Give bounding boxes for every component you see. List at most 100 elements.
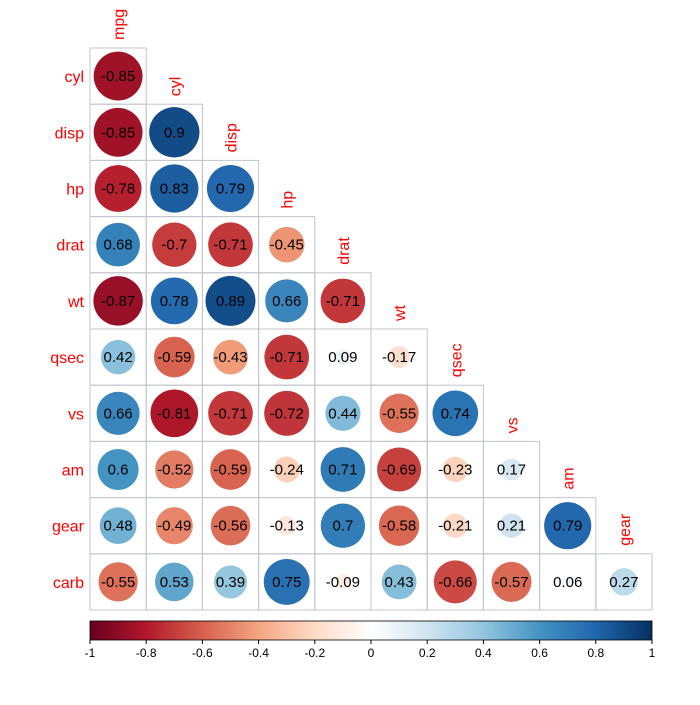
row-label: qsec [50,350,84,367]
correlation-circle [334,573,351,590]
grid-cell [595,553,653,611]
colorbar-tick-label: -1 [85,646,96,660]
correlation-value-label: -0.71 [270,349,304,366]
correlation-value-label: 0.48 [103,518,132,535]
correlation-value-label: -0.81 [157,405,191,422]
correlation-circle [213,339,248,375]
correlation-value-label: -0.24 [270,462,304,479]
correlation-value-label: 0.66 [103,405,132,422]
correlation-value-label: 0.66 [272,293,301,310]
correlation-circle [273,456,300,483]
correlation-value-label: -0.59 [157,349,191,366]
colorbar-tick-label: 0.6 [531,646,548,660]
correlation-circle [443,513,468,538]
correlation-value-label: 0.89 [216,293,245,310]
correlation-circle [213,565,248,599]
correlation-circle [208,390,253,436]
correlation-circle [277,516,297,536]
row-label: cyl [64,69,84,86]
column-label: gear [617,513,634,546]
correlation-value-label: 0.21 [497,518,526,535]
correlation-value-label: 0.27 [609,574,638,591]
row-label: am [62,463,84,480]
correlation-value-label: -0.45 [270,237,304,254]
correlation-value-label: -0.21 [438,518,472,535]
correlation-circle [263,558,310,605]
correlation-circle [99,507,137,545]
correlation-value-label: -0.52 [157,462,191,479]
circle-layer [93,51,638,605]
correlation-value-label: 0.74 [441,405,470,422]
correlation-value-label: 0.06 [553,574,582,591]
colorbar-tick-label: 0.8 [587,646,604,660]
correlation-value-label: -0.09 [326,574,360,591]
correlation-value-label: -0.78 [101,181,135,198]
correlation-value-label: -0.17 [382,349,416,366]
correlation-circle [150,277,198,325]
correlation-value-label: -0.85 [101,68,135,85]
correlation-circle [325,395,361,431]
column-label: cyl [167,77,184,97]
correlation-value-label: 0.09 [328,349,357,366]
correlation-circle [149,107,200,158]
correlation-circle [433,560,477,604]
correlation-circle [152,222,197,267]
correlation-circle [93,51,143,101]
correlation-value-label: 0.42 [103,349,132,366]
correlation-circle [499,513,524,538]
correlation-circle [320,278,366,324]
row-label: vs [68,406,84,423]
correlation-circle [96,222,140,267]
correlation-circle [150,389,199,438]
row-label: wt [67,294,85,311]
correlation-value-label: -0.72 [270,405,304,422]
correlation-circle [96,391,140,435]
correlation-value-label: -0.59 [213,462,247,479]
colorbar-tick-label: 0.4 [475,646,492,660]
correlation-value-label: -0.23 [438,462,472,479]
correlation-value-label: 0.53 [160,574,189,591]
correlation-circle [210,505,251,546]
column-label-layer: mpg cyl disp hp drat wt qsec vs am gear [111,9,634,546]
correlation-value-label: 0.43 [384,574,413,591]
column-label: disp [224,123,241,152]
row-label: disp [55,125,84,142]
column-label: am [561,467,578,489]
correlation-value-label: -0.56 [213,518,247,535]
correlation-circle [561,575,575,589]
correlation-circle [155,450,194,489]
column-label: drat [336,237,353,265]
correlation-value-label: -0.66 [438,574,472,591]
correlation-value-label: 0.9 [164,124,185,141]
correlation-value-label: -0.55 [382,405,416,422]
correlation-value-label: -0.55 [101,574,135,591]
correlation-value-label: -0.58 [382,518,416,535]
correlation-circle [155,562,194,602]
column-label: qsec [448,343,465,377]
correlation-circle [264,390,310,436]
correlation-circle [205,275,256,326]
correlation-value-label: 0.68 [103,237,132,254]
correlation-circle [210,449,251,490]
colorbar-tick-label: 1 [649,646,656,660]
row-label: carb [53,575,84,592]
correlation-circle [155,507,193,545]
correlation-circle [544,502,592,550]
grid-layer [89,47,653,611]
correlation-value-label: -0.71 [213,237,247,254]
column-label: mpg [111,9,128,40]
correlation-circle [268,226,305,263]
correlation-circle [377,447,422,492]
correlation-circle [93,107,143,157]
correlation-circle [94,165,142,212]
colorbar-tick-layer: -1 -0.8 -0.6 -0.4 -0.2 0 0.2 0.4 0.6 0.8 1 [85,640,656,660]
correlation-value-label: 0.6 [108,462,129,479]
correlation-circle [98,562,138,602]
colorbar-gradient [89,620,653,641]
correlation-circle [264,334,310,380]
colorbar-tick-label: -0.8 [136,646,157,660]
row-label-layer: cyl disp hp drat wt qsec vs am gear carb [50,69,84,592]
correlation-circle [442,456,469,483]
